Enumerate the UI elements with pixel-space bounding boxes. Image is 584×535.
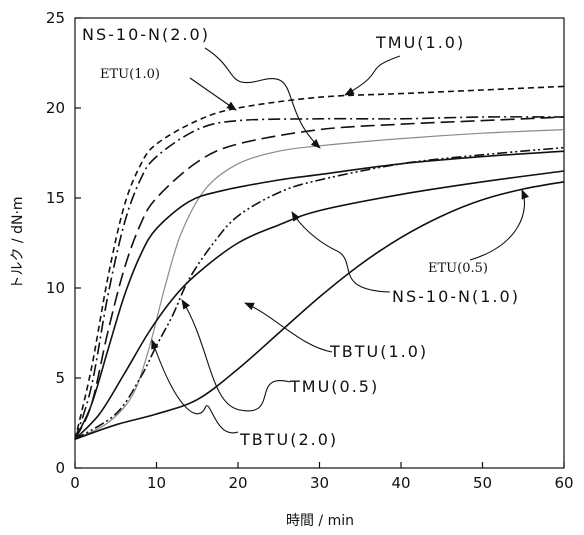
series-line-6 — [74, 170, 565, 440]
annotation-label-7: TBTU(2.0) — [239, 430, 338, 449]
x-tick-label: 0 — [70, 474, 80, 492]
y-tick-label: 10 — [46, 279, 65, 297]
annotation-label-4: NS-10-N(1.0) — [392, 287, 520, 306]
annotation-label-6: TMU(0.5) — [289, 377, 379, 396]
annotation-label-2: ETU(1.0) — [100, 67, 160, 82]
series-line-5 — [74, 150, 565, 440]
y-tick-label: 5 — [55, 369, 65, 387]
series-line-1 — [74, 116, 565, 440]
annotation-label-1: TMU(1.0) — [375, 33, 465, 52]
annotation-arrow-2 — [189, 77, 237, 111]
annotation-pointers — [151, 47, 529, 434]
annotation-arrow-5 — [244, 302, 333, 353]
series-line-2 — [74, 116, 565, 440]
x-tick-label: 40 — [391, 474, 410, 492]
x-tick-label: 10 — [147, 474, 166, 492]
annotation-arrow-1 — [344, 55, 401, 96]
x-tick-label: 50 — [473, 474, 492, 492]
series-line-3 — [74, 129, 565, 440]
y-axis-title: トルク / dN·m — [10, 196, 26, 289]
series-line-7 — [74, 181, 565, 440]
y-tick-label: 25 — [46, 9, 65, 27]
series-lines — [74, 85, 565, 440]
series-line-0 — [74, 85, 565, 440]
series-line-4 — [74, 146, 565, 440]
x-tick-label: 30 — [310, 474, 329, 492]
annotation-arrow-7 — [151, 339, 239, 434]
annotation-arrow-4 — [291, 211, 391, 293]
x-tick-label: 20 — [228, 474, 247, 492]
x-axis-title: 時間 / min — [286, 513, 354, 529]
y-tick-label: 0 — [55, 459, 65, 477]
x-tick-label: 60 — [554, 474, 573, 492]
y-tick-label: 15 — [46, 189, 65, 207]
axis-tick-labels: 0 10 20 30 40 50 60 0 5 10 15 20 25 — [46, 9, 574, 492]
annotation-arrow-0 — [204, 47, 321, 149]
plot-frame — [74, 17, 565, 469]
annotation-arrow-6 — [181, 299, 291, 412]
annotation-label-3: ETU(0.5) — [428, 261, 488, 276]
axis-ticks — [74, 17, 565, 469]
annotation-label-0: NS-10-N(2.0) — [82, 25, 210, 44]
annotations: NS-10-N(2.0) TMU(1.0) ETU(1.0) ETU(0.5) NS-1… — [82, 25, 520, 449]
annotation-arrow-3 — [469, 189, 529, 261]
y-tick-label: 20 — [46, 99, 65, 117]
annotation-label-5: TBTU(1.0) — [329, 342, 428, 361]
